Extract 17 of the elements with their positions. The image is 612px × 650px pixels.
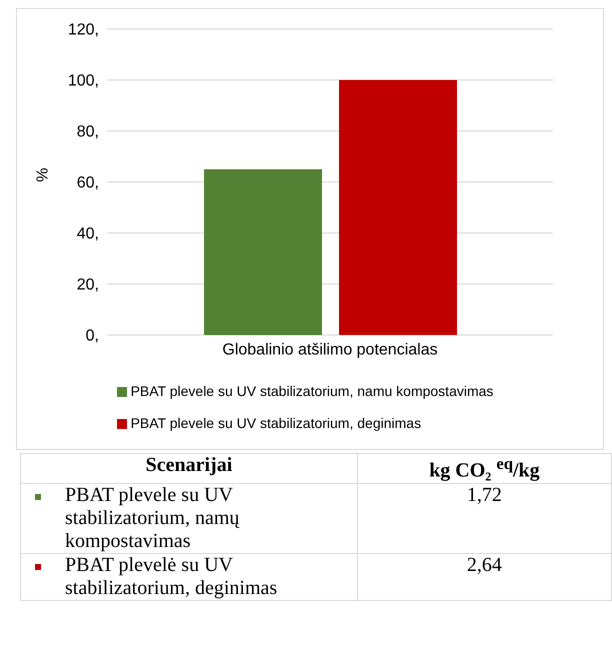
y-tick-label: 80,	[76, 124, 99, 141]
text: kg CO₂ $^{eq}$/kg	[357, 454, 612, 484]
text: PBAT plevele su UV stabilizatorium, namų kompostavimas	[65, 484, 240, 553]
y-tick-label: 40,	[76, 226, 99, 243]
text: 1,72	[357, 483, 612, 554]
legend-label: PBAT plevele su UV stabilizatorium, namu kompostavimas	[130, 383, 494, 399]
y-tick-label: 100,	[68, 72, 99, 90]
y-axis-title: %	[34, 168, 52, 182]
x-tick-label: Globalinio atšilimo potencialas	[222, 341, 438, 358]
legend-label: PBAT plevele su UV stabilizatorium, deginimas	[130, 415, 422, 431]
text: 2,64	[357, 553, 612, 600]
y-tick-label: 60,	[76, 174, 99, 192]
text: PBAT plevelė su UV stabilizatorium, deginimas	[65, 554, 278, 600]
text: Scenarijai	[20, 454, 358, 484]
y-tick-label: 0,	[86, 328, 99, 345]
y-tick-label: 120,	[68, 22, 99, 39]
y-tick-label: 20,	[76, 276, 99, 294]
